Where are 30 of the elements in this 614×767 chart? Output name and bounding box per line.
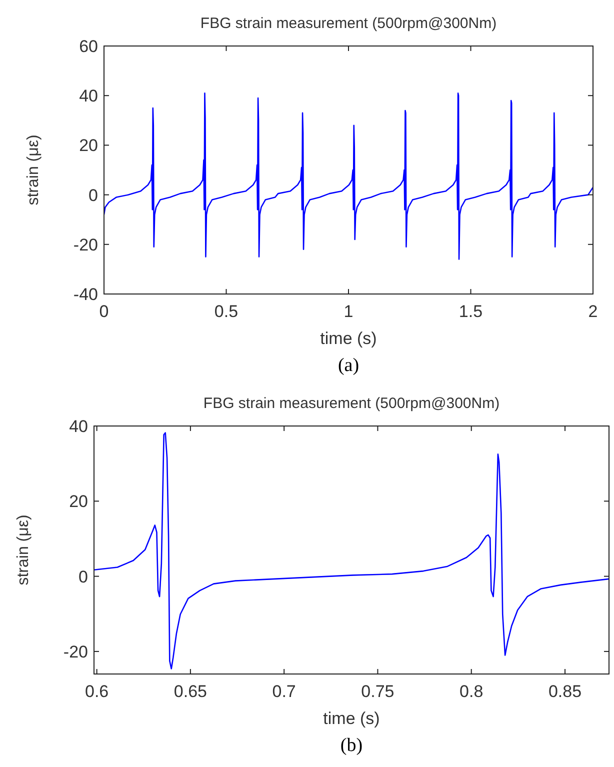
y-tick-label: -40: [73, 285, 98, 304]
chart-title: FBG strain measurement (500rpm@300Nm): [203, 395, 500, 412]
y-tick-label: 20: [79, 136, 98, 156]
y-tick-label: -20: [73, 235, 98, 254]
x-tick-label: 0.6: [84, 682, 109, 701]
y-tick-label: 40: [69, 417, 88, 436]
x-tick-label: 0.5: [214, 302, 238, 321]
y-axis-title: strain (με): [15, 514, 32, 586]
x-tick-label: 2: [588, 302, 598, 321]
x-tick-label: 0.7: [272, 682, 296, 701]
y-tick-label: 60: [79, 37, 98, 56]
x-tick-label: 0.8: [460, 682, 484, 701]
x-tick-label: 0.85: [548, 682, 582, 701]
text: (b): [340, 735, 363, 756]
y-tick-label: 0: [88, 186, 98, 205]
x-tick-label: 1.5: [458, 302, 483, 321]
x-axis-title: time (s): [320, 329, 377, 348]
line-series: [104, 92, 593, 260]
y-tick-label: 40: [79, 86, 98, 106]
chart-title: FBG strain measurement (500rpm@300Nm): [200, 15, 497, 32]
y-tick-label: 20: [69, 492, 88, 512]
x-axis-title: time (s): [323, 709, 380, 728]
y-tick-label: 0: [78, 567, 88, 586]
y-tick-label: -20: [63, 642, 88, 662]
x-tick-label: 1: [344, 302, 354, 321]
y-axis-title: strain (με): [25, 134, 42, 206]
line-series: [94, 432, 609, 670]
x-tick-label: 0.75: [361, 682, 394, 701]
x-tick-label: 0.65: [174, 682, 207, 701]
text: (a): [338, 355, 360, 376]
